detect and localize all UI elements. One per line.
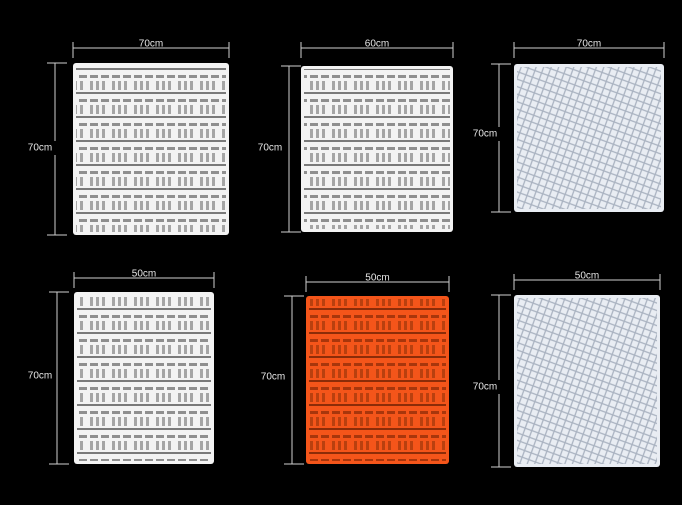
height-label: 70cm xyxy=(258,143,282,154)
slat-pattern xyxy=(309,299,446,461)
slat-pattern xyxy=(304,69,450,229)
height-label: 70cm xyxy=(28,143,52,154)
width-label: 70cm xyxy=(139,39,163,50)
label-backdrop xyxy=(469,380,501,394)
height-label: 70cm xyxy=(473,129,497,140)
height-label: 70cm xyxy=(28,371,52,382)
width-label: 50cm xyxy=(575,271,599,282)
width-label: 70cm xyxy=(577,39,601,50)
width-label: 50cm xyxy=(365,273,389,284)
slat-pattern xyxy=(517,298,657,464)
slat-pattern xyxy=(77,295,211,461)
height-label: 70cm xyxy=(473,382,497,393)
width-label: 50cm xyxy=(132,269,156,280)
label-backdrop xyxy=(257,370,289,384)
slat-pattern xyxy=(517,67,661,209)
width-label: 60cm xyxy=(365,39,389,50)
label-backdrop xyxy=(24,369,56,383)
label-backdrop xyxy=(254,141,286,155)
slat-pattern xyxy=(76,66,226,232)
label-backdrop xyxy=(24,141,56,155)
height-label: 70cm xyxy=(261,372,285,383)
label-backdrop xyxy=(469,127,501,141)
